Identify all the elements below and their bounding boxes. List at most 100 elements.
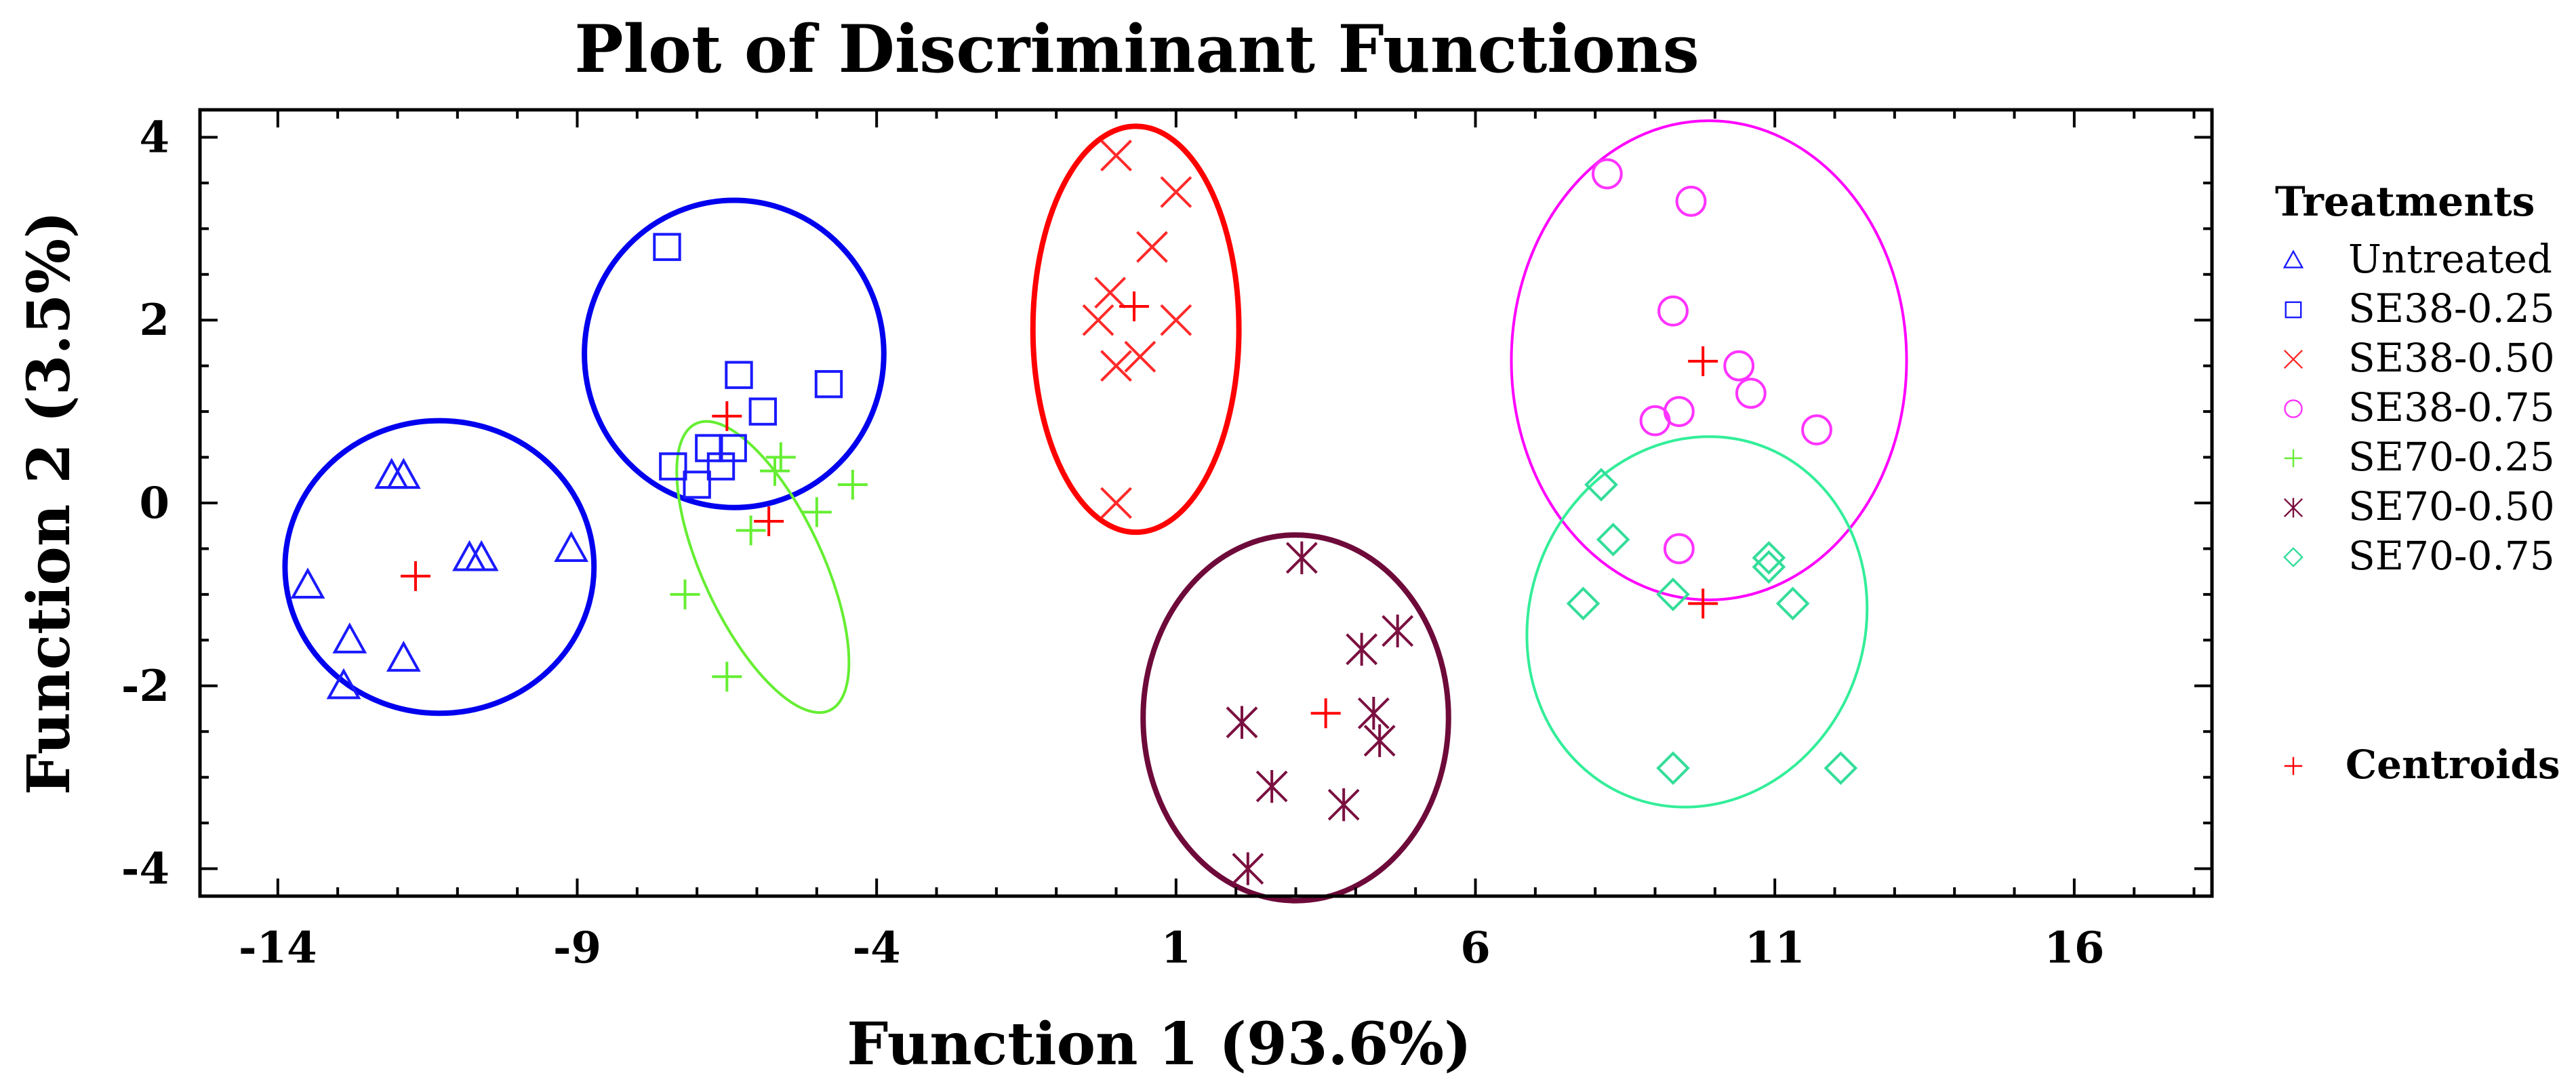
ellipse-se38-0-25 xyxy=(582,197,887,510)
ellipses-layer xyxy=(282,119,1908,904)
y-axis-ticks: -4 -2 0 2 4 xyxy=(121,112,2212,895)
point-se70-0-75 xyxy=(1752,541,1786,575)
ellipse-se38-0-75 xyxy=(1510,119,1908,601)
point-se38-0-50 xyxy=(1124,340,1156,373)
legend-item-se38-0-50: SE38-0.50 xyxy=(2283,335,2555,381)
legend-items: UntreatedSE38-0.25SE38-0.50SE38-0.75SE70… xyxy=(2282,236,2555,579)
legend-marker-se38-0-50 xyxy=(2283,349,2303,369)
legend: Treatments UntreatedSE38-0.25SE38-0.50SE… xyxy=(2275,178,2560,788)
point-se38-0-50 xyxy=(1082,304,1114,336)
x-tick-label: 6 xyxy=(1460,923,1491,973)
point-se70-0-75 xyxy=(1584,468,1618,502)
point-untreated xyxy=(332,622,367,653)
point-untreated xyxy=(464,540,499,571)
y-tick-label: 4 xyxy=(139,112,169,163)
point-se38-0-25 xyxy=(725,361,753,389)
ellipse-se70-0-50 xyxy=(1140,532,1451,904)
point-untreated xyxy=(554,531,589,563)
chart-title: Plot of Discriminant Functions xyxy=(574,11,1699,87)
legend-label-se38-0-25: SE38-0.25 xyxy=(2348,285,2555,331)
point-se38-0-50 xyxy=(1100,140,1132,171)
centroid-se70-0-50 xyxy=(1310,698,1341,729)
point-se38-0-25 xyxy=(748,397,778,426)
point-se38-0-50 xyxy=(1160,176,1192,208)
legend-label-se38-0-50: SE38-0.50 xyxy=(2348,335,2555,381)
point-se70-0-75 xyxy=(1566,586,1601,621)
x-tick-label: -14 xyxy=(239,923,317,973)
legend-marker-se70-0-50 xyxy=(2283,498,2303,518)
x-tick-label: 16 xyxy=(2044,923,2104,973)
point-se38-0-75 xyxy=(1663,533,1695,565)
legend-marker-centroids xyxy=(2284,756,2303,775)
point-se70-0-50 xyxy=(1363,724,1396,757)
x-tick-label: -9 xyxy=(553,923,601,973)
legend-item-se38-0-25: SE38-0.25 xyxy=(2285,285,2555,331)
point-untreated xyxy=(386,641,421,672)
point-se70-0-25 xyxy=(712,662,742,692)
point-se70-0-25 xyxy=(736,515,766,546)
ellipse-se38-0-50 xyxy=(1030,123,1242,536)
point-untreated xyxy=(386,458,421,489)
point-se70-0-25 xyxy=(670,579,700,609)
y-tick-label: 2 xyxy=(139,295,169,346)
point-se38-0-25 xyxy=(719,434,747,462)
point-se70-0-75 xyxy=(1596,523,1630,557)
y-tick-label: 0 xyxy=(139,478,169,529)
point-se38-0-75 xyxy=(1591,158,1623,190)
point-se70-0-75 xyxy=(1656,751,1690,785)
y-tick-label: -2 xyxy=(121,661,169,712)
point-se38-0-50 xyxy=(1160,304,1192,336)
point-se38-0-75 xyxy=(1735,378,1767,409)
point-se70-0-50 xyxy=(1232,852,1264,885)
ellipse-untreated xyxy=(282,418,597,716)
point-se70-0-50 xyxy=(1382,614,1414,648)
legend-item-se38-0-75: SE38-0.75 xyxy=(2284,384,2555,430)
plot-area xyxy=(282,119,1908,904)
y-axis-label: Function 2 (3.5%) xyxy=(15,211,83,795)
legend-label-untreated: Untreated xyxy=(2348,236,2552,282)
point-se38-0-25 xyxy=(659,452,687,481)
centroid-se70-0-25 xyxy=(754,506,784,536)
point-se38-0-25 xyxy=(653,233,681,262)
point-se70-0-50 xyxy=(1346,632,1378,666)
point-se38-0-50 xyxy=(1136,230,1168,263)
legend-label-centroids: Centroids xyxy=(2346,742,2560,788)
x-tick-label: 1 xyxy=(1161,923,1192,973)
legend-label-se70-0-50: SE70-0.50 xyxy=(2348,483,2555,529)
plot-frame xyxy=(198,108,2214,898)
legend-item-se70-0-50: SE70-0.50 xyxy=(2283,483,2555,529)
point-untreated xyxy=(290,567,325,599)
point-untreated xyxy=(326,668,361,700)
point-se70-0-50 xyxy=(1285,541,1318,575)
centroids-layer xyxy=(401,291,1718,729)
point-se70-0-50 xyxy=(1327,788,1360,822)
point-se38-0-25 xyxy=(683,470,711,499)
point-se70-0-25 xyxy=(765,442,796,472)
legend-label-se70-0-75: SE70-0.75 xyxy=(2348,533,2555,579)
ellipse-se70-0-25 xyxy=(675,420,851,714)
legend-marker-se38-0-75 xyxy=(2284,399,2303,418)
point-se70-0-75 xyxy=(1824,751,1858,785)
legend-label-se70-0-25: SE70-0.25 xyxy=(2348,434,2555,480)
point-se70-0-50 xyxy=(1255,769,1288,803)
point-se38-0-75 xyxy=(1639,405,1671,437)
point-se38-0-75 xyxy=(1723,350,1755,382)
legend-marker-se70-0-75 xyxy=(2283,547,2303,567)
legend-item-se70-0-25: SE70-0.25 xyxy=(2284,434,2555,480)
legend-marker-se38-0-25 xyxy=(2285,301,2302,319)
point-se70-0-25 xyxy=(760,456,790,486)
x-axis-label: Function 1 (93.6%) xyxy=(847,1010,1472,1078)
point-se38-0-50 xyxy=(1100,487,1132,519)
point-se70-0-50 xyxy=(1226,706,1258,739)
point-se38-0-75 xyxy=(1801,414,1832,445)
point-se70-0-75 xyxy=(1752,550,1786,584)
centroid-se38-0-25 xyxy=(712,401,742,431)
point-se70-0-75 xyxy=(1656,578,1690,611)
centroid-se70-0-75 xyxy=(1688,588,1718,619)
legend-item-se70-0-75: SE70-0.75 xyxy=(2283,533,2555,579)
x-tick-label: -4 xyxy=(853,923,901,973)
x-axis-ticks: -14 -9 -4 1 6 11 16 xyxy=(239,110,2196,973)
x-tick-label: 11 xyxy=(1745,923,1805,973)
legend-title: Treatments xyxy=(2275,178,2535,226)
